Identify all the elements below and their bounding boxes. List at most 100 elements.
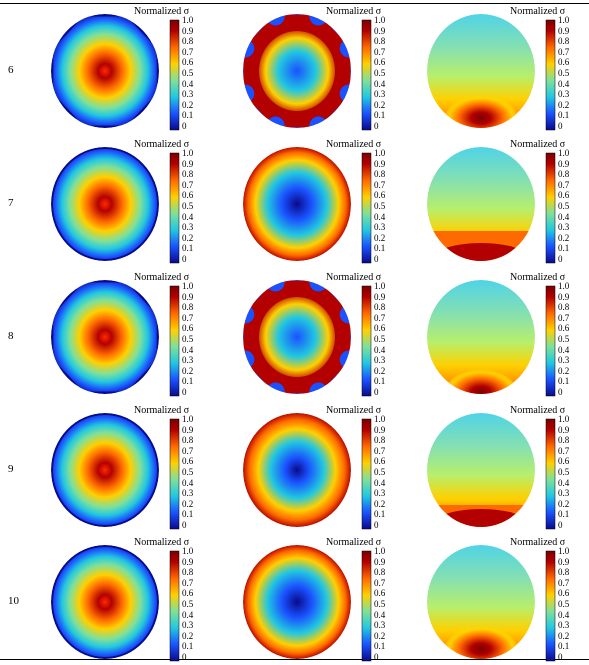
stress-plot-panel: Normalized σ 1.0 0.9 0.8 0.7 0.6 0.5 0.4 0.3 0.2 0… bbox=[40, 405, 230, 533]
colorbar-tick-label: 0.3 bbox=[558, 355, 570, 366]
stress-map-bottom-spot bbox=[427, 14, 535, 128]
colorbar-tick-label: 0.4 bbox=[374, 211, 386, 222]
colorbar-tick-label: 0.9 bbox=[558, 556, 570, 567]
stress-contour-map bbox=[243, 280, 351, 394]
colorbar-tick-label: 0.4 bbox=[558, 344, 570, 355]
colorbar bbox=[361, 19, 372, 131]
colorbar-tick-label: 0.9 bbox=[558, 424, 570, 435]
colorbar bbox=[545, 152, 556, 264]
stress-map-center-peak-octagon bbox=[51, 280, 159, 394]
stress-plot-panel: Normalized σ 1.0 0.9 0.8 0.7 0.6 0.5 0.4 0.3 0.2 0… bbox=[416, 405, 589, 533]
colorbar-tick-label: 0.8 bbox=[374, 567, 386, 578]
colorbar-tick-label: 0.7 bbox=[558, 46, 570, 57]
colorbar-tick-label: 0.2 bbox=[182, 99, 194, 110]
colorbar-tick-label: 0.5 bbox=[558, 68, 570, 78]
colorbar-tick-label: 0.2 bbox=[182, 630, 194, 641]
colorbar-tick-label: 0.8 bbox=[182, 302, 194, 313]
colorbar-tick-label: 0.6 bbox=[374, 323, 386, 334]
colorbar-tick-label: 0.2 bbox=[558, 365, 570, 376]
colorbar-tick-label: 0.1 bbox=[374, 110, 386, 121]
row-label: 8 bbox=[8, 330, 14, 342]
colorbar-tick-label: 0.6 bbox=[182, 588, 194, 599]
colorbar-tick-label: 1.0 bbox=[182, 15, 194, 25]
colorbar-title: Normalized σ bbox=[326, 405, 382, 416]
colorbar bbox=[361, 285, 372, 397]
colorbar-tick-label: 0.5 bbox=[182, 467, 194, 477]
stress-contour-map bbox=[243, 147, 351, 261]
colorbar-tick-label: 0.2 bbox=[558, 630, 570, 641]
row-label: 7 bbox=[8, 197, 14, 209]
colorbar-tick-label: 0.1 bbox=[182, 509, 194, 520]
bottom-rule bbox=[0, 659, 589, 660]
row-label: 9 bbox=[8, 463, 14, 475]
colorbar-tick-label: 0.6 bbox=[182, 456, 194, 467]
colorbar-tick-label: 0 bbox=[558, 254, 563, 264]
colorbar-tick-label: 1.0 bbox=[374, 148, 386, 158]
colorbar-tick-label: 0 bbox=[182, 652, 187, 662]
stress-plot-panel: Normalized σ 1.0 0.9 0.8 0.7 0.6 0.5 0.4 0.3 0.2 0… bbox=[416, 6, 589, 134]
colorbar-tick-label: 0.8 bbox=[182, 435, 194, 446]
colorbar-title: Normalized σ bbox=[510, 272, 566, 283]
colorbar-tick-label: 0.1 bbox=[558, 509, 570, 520]
colorbar-title: Normalized σ bbox=[510, 405, 566, 416]
stress-map-center-peak-circle bbox=[51, 545, 159, 659]
colorbar-tick-label: 0.3 bbox=[182, 488, 194, 499]
colorbar-tick-label: 0.2 bbox=[558, 498, 570, 509]
colorbar-tick-label: 0.5 bbox=[558, 334, 570, 344]
colorbar-tick-label: 0.4 bbox=[374, 477, 386, 488]
colorbar-tick-label: 0.1 bbox=[374, 376, 386, 387]
colorbar-tick-label: 0.3 bbox=[182, 355, 194, 366]
colorbar bbox=[545, 550, 556, 662]
colorbar-tick-label: 0.9 bbox=[558, 291, 570, 302]
colorbar-tick-label: 0.3 bbox=[374, 222, 386, 233]
colorbar-tick-label: 0.4 bbox=[182, 211, 194, 222]
colorbar-tick-label: 0.1 bbox=[374, 243, 386, 254]
colorbar-tick-label: 0 bbox=[558, 520, 563, 530]
colorbar-tick-label: 1.0 bbox=[558, 546, 570, 556]
colorbar-tick-label: 0.2 bbox=[558, 232, 570, 243]
stress-contour-map bbox=[427, 545, 535, 659]
colorbar-tick-label: 0.3 bbox=[374, 355, 386, 366]
stress-contour-map bbox=[51, 413, 159, 527]
colorbar-tick-label: 0.7 bbox=[182, 445, 194, 456]
colorbar-tick-label: 0.4 bbox=[558, 78, 570, 89]
stress-plot-panel: Normalized σ 1.0 0.9 0.8 0.7 0.6 0.5 0.4 0.3 0.2 0… bbox=[232, 272, 422, 400]
colorbar bbox=[169, 19, 180, 131]
colorbar-tick-label: 0 bbox=[558, 652, 563, 662]
colorbar-tick-label: 0.3 bbox=[374, 89, 386, 100]
colorbar-tick-label: 0 bbox=[374, 254, 379, 264]
colorbar-tick-label: 1.0 bbox=[182, 281, 194, 291]
colorbar bbox=[169, 285, 180, 397]
colorbar-tick-label: 0.8 bbox=[558, 169, 570, 180]
colorbar-tick-label: 0.8 bbox=[558, 567, 570, 578]
colorbar-tick-label: 0.2 bbox=[374, 498, 386, 509]
colorbar-tick-label: 0.1 bbox=[558, 376, 570, 387]
colorbar-tick-label: 0 bbox=[182, 520, 187, 530]
colorbar-tick-label: 0.6 bbox=[374, 190, 386, 201]
colorbar-tick-label: 0 bbox=[182, 387, 187, 397]
colorbar bbox=[361, 152, 372, 264]
colorbar-tick-label: 0.3 bbox=[558, 222, 570, 233]
stress-contour-map bbox=[51, 280, 159, 394]
colorbar-tick-label: 0 bbox=[558, 387, 563, 397]
colorbar-tick-label: 0.4 bbox=[182, 609, 194, 620]
colorbar-tick-label: 0 bbox=[558, 121, 563, 131]
colorbar-tick-label: 0.3 bbox=[182, 222, 194, 233]
colorbar-tick-label: 0.1 bbox=[558, 243, 570, 254]
colorbar-tick-label: 0 bbox=[374, 520, 379, 530]
colorbar-tick-label: 0.4 bbox=[182, 78, 194, 89]
colorbar-tick-label: 0.2 bbox=[374, 365, 386, 376]
colorbar-tick-label: 0.8 bbox=[374, 435, 386, 446]
colorbar-tick-label: 0.1 bbox=[182, 641, 194, 652]
stress-plot-panel: Normalized σ 1.0 0.9 0.8 0.7 0.6 0.5 0.4 0.3 0.2 0… bbox=[232, 405, 422, 533]
colorbar-tick-label: 0.8 bbox=[182, 567, 194, 578]
stress-map-center-peak-circle bbox=[51, 147, 159, 261]
colorbar-tick-label: 0.6 bbox=[558, 456, 570, 467]
colorbar-tick-label: 1.0 bbox=[374, 281, 386, 291]
stress-contour-map bbox=[243, 14, 351, 128]
colorbar-tick-label: 0 bbox=[182, 121, 187, 131]
colorbar-tick-label: 0.8 bbox=[558, 435, 570, 446]
colorbar-tick-label: 0.7 bbox=[374, 312, 386, 323]
colorbar-tick-label: 0.7 bbox=[374, 577, 386, 588]
colorbar-tick-label: 0.8 bbox=[558, 36, 570, 47]
